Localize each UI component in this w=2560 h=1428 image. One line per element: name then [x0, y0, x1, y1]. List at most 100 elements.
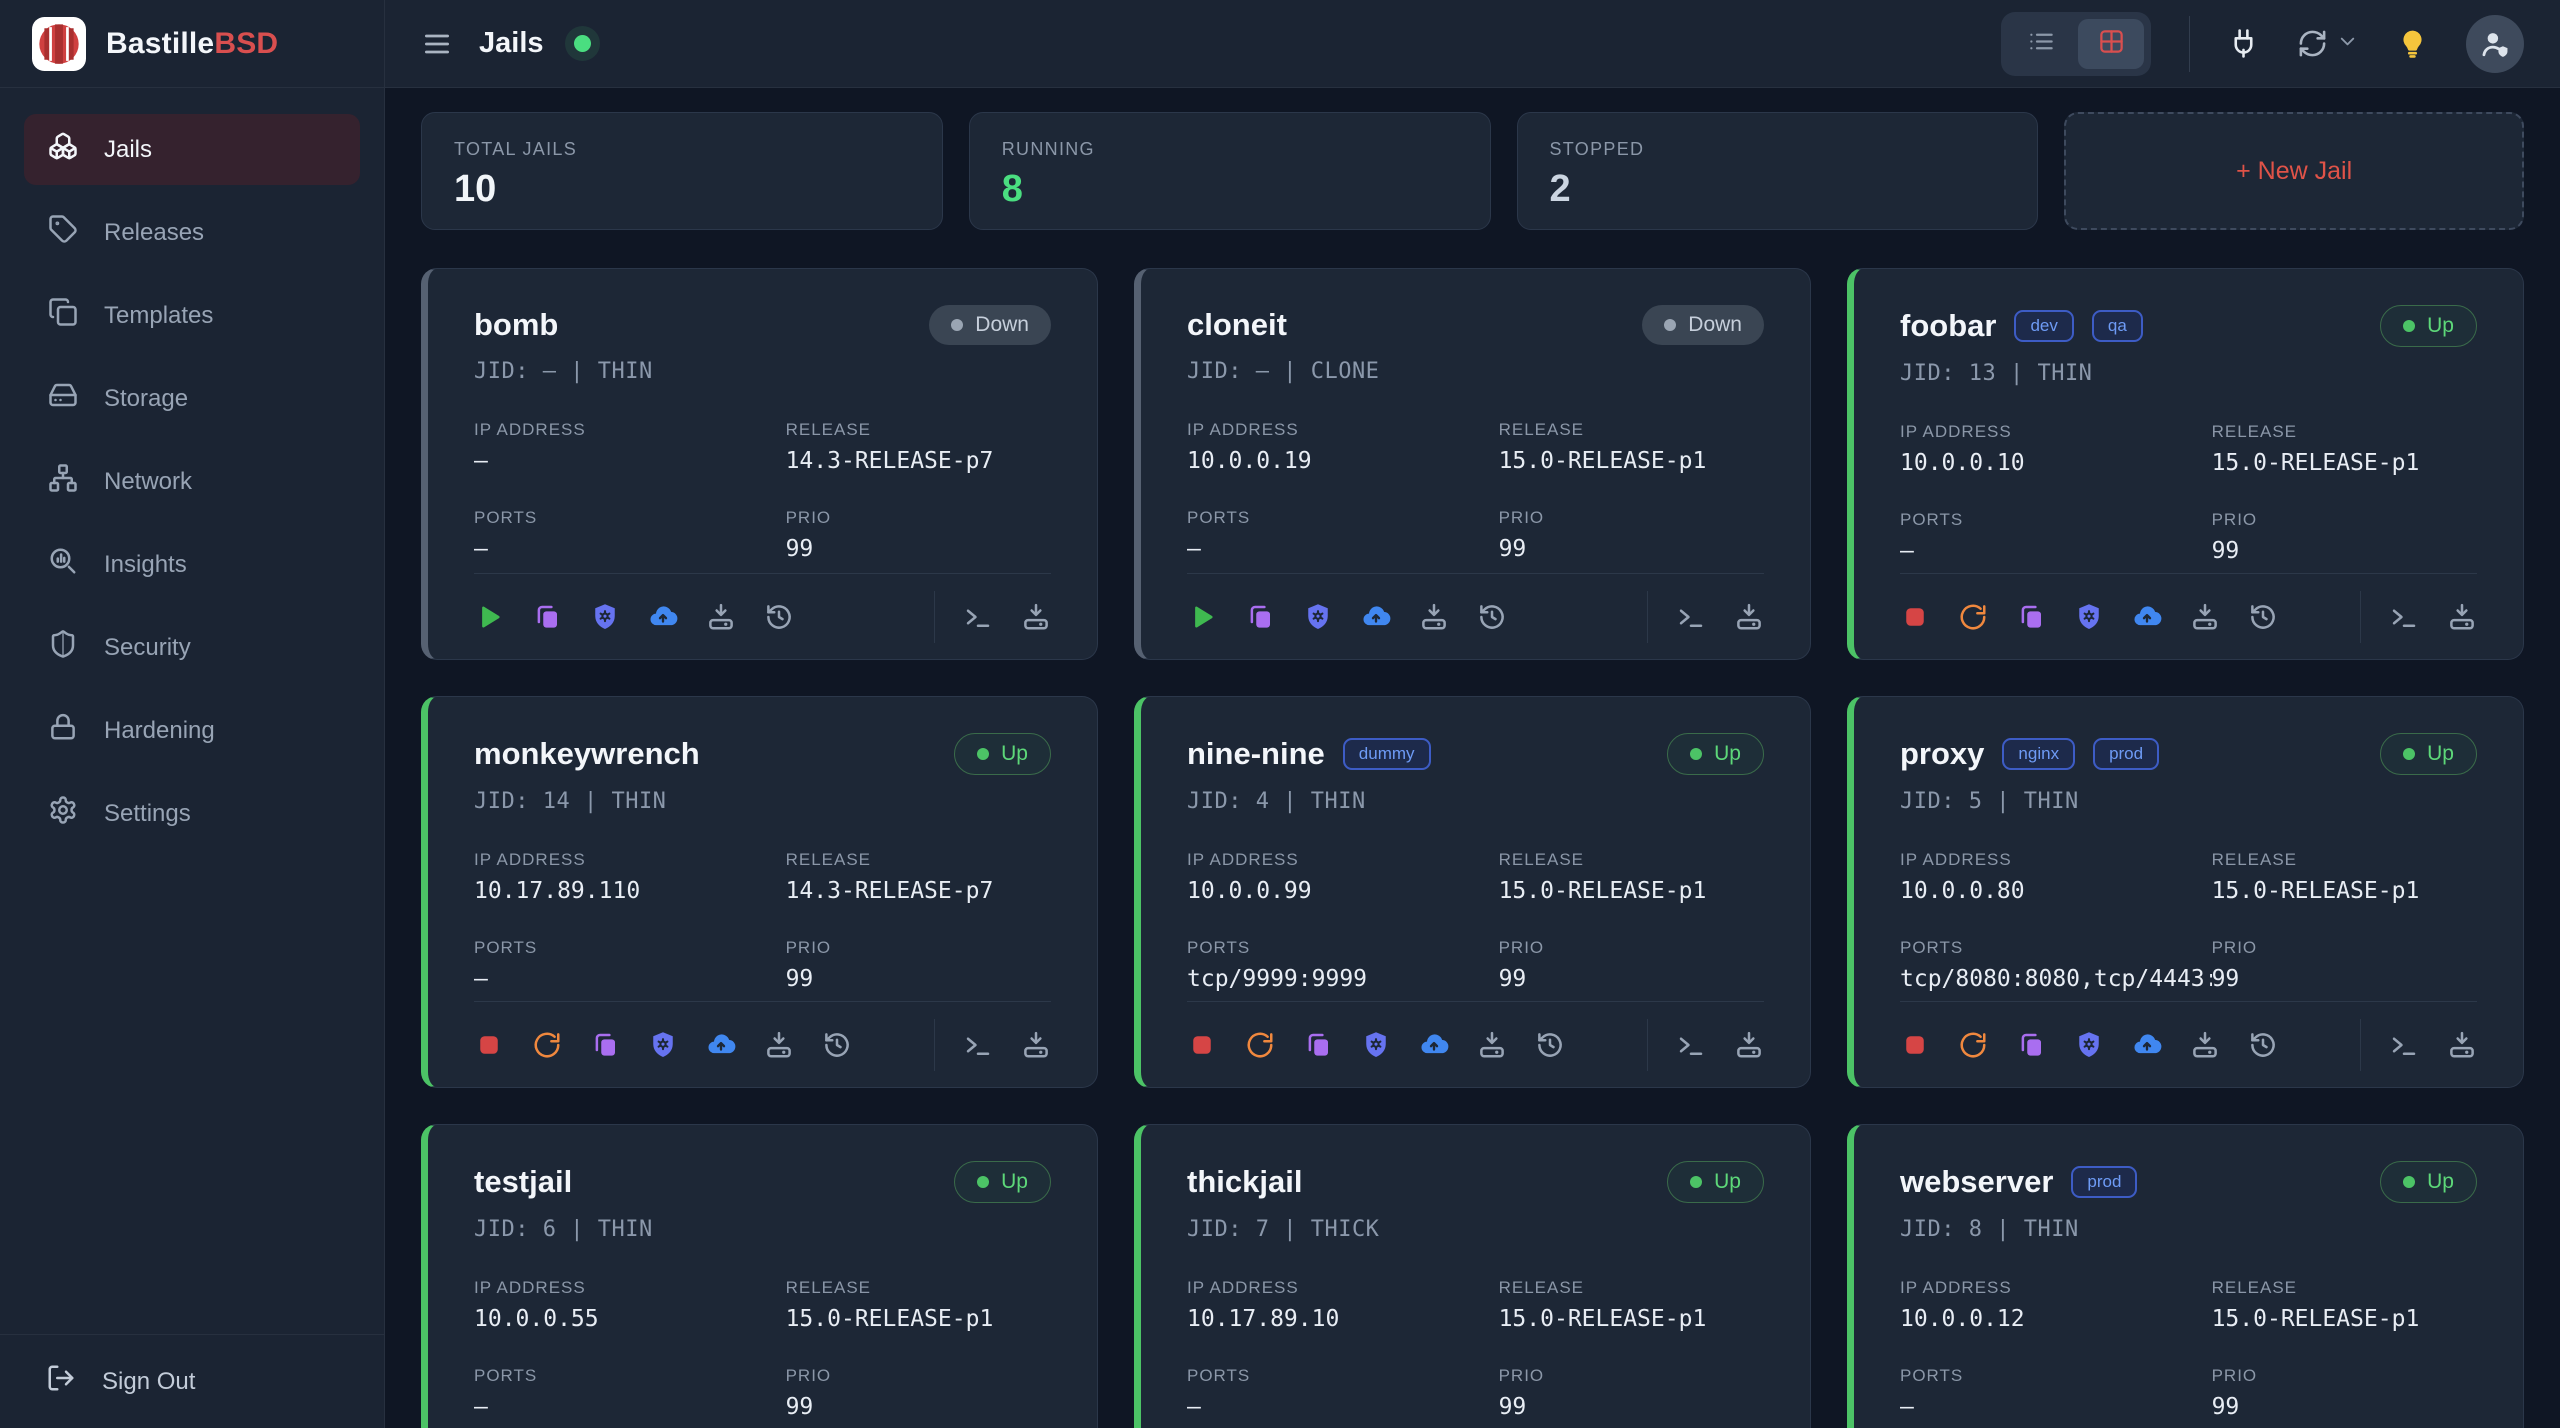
console-action-icon[interactable]: [1676, 602, 1706, 632]
download-action-icon[interactable]: [1477, 1030, 1507, 1060]
page-title: Jails: [479, 27, 544, 59]
field-label-ports: PORTS: [474, 1366, 538, 1385]
menu-icon[interactable]: [421, 28, 453, 60]
history-action-icon[interactable]: [2248, 1030, 2278, 1060]
console-action-icon[interactable]: [1676, 1030, 1706, 1060]
export-action-icon[interactable]: [1734, 602, 1764, 632]
download-action-icon[interactable]: [1419, 602, 1449, 632]
restart-action-icon[interactable]: [1958, 1030, 1988, 1060]
status-label: Up: [1714, 742, 1741, 765]
cloud-action-icon[interactable]: [2132, 602, 2162, 632]
jail-actions: [1900, 573, 2477, 659]
shield-action-icon[interactable]: [2074, 602, 2104, 632]
new-jail-button[interactable]: + New Jail: [2064, 112, 2524, 230]
restart-action-icon[interactable]: [1958, 602, 1988, 632]
clone-action-icon[interactable]: [1303, 1030, 1333, 1060]
cloud-action-icon[interactable]: [2132, 1030, 2162, 1060]
field-value-prio: 99: [1498, 1394, 1527, 1420]
sign-out-button[interactable]: Sign Out: [0, 1334, 384, 1428]
sidebar-item-insights[interactable]: Insights: [24, 529, 360, 600]
sidebar-item-templates[interactable]: Templates: [24, 280, 360, 351]
shield-action-icon[interactable]: [1303, 602, 1333, 632]
lightbulb-icon[interactable]: [2397, 28, 2428, 59]
sidebar-item-network[interactable]: Network: [24, 446, 360, 517]
stop-action-icon[interactable]: [474, 1030, 504, 1060]
history-action-icon[interactable]: [822, 1030, 852, 1060]
sidebar-item-security[interactable]: Security: [24, 612, 360, 683]
status-badge: Up: [2380, 733, 2477, 775]
stat-card-stopped: STOPPED 2: [1516, 112, 2039, 230]
download-action-icon[interactable]: [2190, 1030, 2220, 1060]
console-action-icon[interactable]: [963, 1030, 993, 1060]
field-value-release: 14.3-RELEASE-p7: [785, 448, 994, 474]
field-value-ports: –: [474, 1394, 488, 1420]
history-action-icon[interactable]: [1535, 1030, 1565, 1060]
refresh-control[interactable]: [2297, 28, 2359, 59]
console-action-icon[interactable]: [2389, 1030, 2419, 1060]
field-value-ports: –: [1187, 1394, 1201, 1420]
grid-icon: [2098, 28, 2125, 60]
sidebar-item-settings[interactable]: Settings: [24, 778, 360, 849]
field-ip: IP ADDRESS 10.17.89.10: [1187, 1278, 1499, 1332]
download-action-icon[interactable]: [2190, 602, 2220, 632]
jail-name: proxy: [1900, 736, 1985, 771]
user-avatar[interactable]: [2466, 14, 2524, 73]
jail-tag: nginx: [2002, 738, 2076, 770]
cloud-action-icon[interactable]: [706, 1030, 736, 1060]
history-action-icon[interactable]: [2248, 602, 2278, 632]
field-value-ip: 10.0.0.80: [1900, 878, 2025, 904]
sidebar-item-storage[interactable]: Storage: [24, 363, 360, 434]
chevron-down-icon[interactable]: [2336, 30, 2359, 58]
clone-action-icon[interactable]: [2016, 1030, 2046, 1060]
status-label: Up: [2427, 314, 2454, 337]
plug-icon[interactable]: [2228, 28, 2259, 59]
start-action-icon[interactable]: [474, 602, 504, 632]
restart-action-icon[interactable]: [1245, 1030, 1275, 1060]
export-action-icon[interactable]: [1021, 602, 1051, 632]
export-action-icon[interactable]: [1734, 1030, 1764, 1060]
sidebar-item-jails[interactable]: Jails: [24, 114, 360, 185]
shield-action-icon[interactable]: [590, 602, 620, 632]
cloud-action-icon[interactable]: [648, 602, 678, 632]
stop-action-icon[interactable]: [1900, 602, 1930, 632]
stop-action-icon[interactable]: [1187, 1030, 1217, 1060]
clone-action-icon[interactable]: [532, 602, 562, 632]
export-action-icon[interactable]: [2447, 1030, 2477, 1060]
stop-action-icon[interactable]: [1900, 1030, 1930, 1060]
shield-action-icon[interactable]: [648, 1030, 678, 1060]
download-action-icon[interactable]: [764, 1030, 794, 1060]
field-label-ports: PORTS: [1187, 938, 1251, 957]
console-action-icon[interactable]: [2389, 602, 2419, 632]
view-grid-button[interactable]: [2078, 18, 2144, 69]
restart-action-icon[interactable]: [532, 1030, 562, 1060]
history-action-icon[interactable]: [764, 602, 794, 632]
clone-action-icon[interactable]: [2016, 602, 2046, 632]
download-action-icon[interactable]: [706, 602, 736, 632]
sidebar-item-releases[interactable]: Releases: [24, 197, 360, 268]
field-label-prio: PRIO: [785, 938, 832, 957]
view-list-button[interactable]: [2008, 19, 2074, 69]
field-label-release: RELEASE: [1498, 1278, 1585, 1297]
clone-action-icon[interactable]: [590, 1030, 620, 1060]
refresh-icon[interactable]: [2297, 28, 2328, 59]
export-action-icon[interactable]: [2447, 602, 2477, 632]
live-status-dot: [573, 35, 591, 52]
field-label-ip: IP ADDRESS: [474, 850, 586, 869]
status-badge: Down: [1642, 305, 1764, 345]
jail-name: webserver: [1900, 1164, 2054, 1199]
field-value-ip: 10.17.89.110: [474, 878, 641, 904]
jail-actions: [1187, 573, 1764, 659]
start-action-icon[interactable]: [1187, 602, 1217, 632]
clone-action-icon[interactable]: [1245, 602, 1275, 632]
export-action-icon[interactable]: [1021, 1030, 1051, 1060]
sidebar-item-hardening[interactable]: Hardening: [24, 695, 360, 766]
jail-tag: qa: [2091, 310, 2143, 342]
cloud-action-icon[interactable]: [1419, 1030, 1449, 1060]
history-action-icon[interactable]: [1477, 602, 1507, 632]
shield-action-icon[interactable]: [2074, 1030, 2104, 1060]
shield-action-icon[interactable]: [1361, 1030, 1391, 1060]
console-action-icon[interactable]: [963, 602, 993, 632]
cloud-action-icon[interactable]: [1361, 602, 1391, 632]
field-prio: PRIO 99: [1499, 1366, 1764, 1420]
field-release: RELEASE 15.0-RELEASE-p1: [1499, 1278, 1764, 1332]
